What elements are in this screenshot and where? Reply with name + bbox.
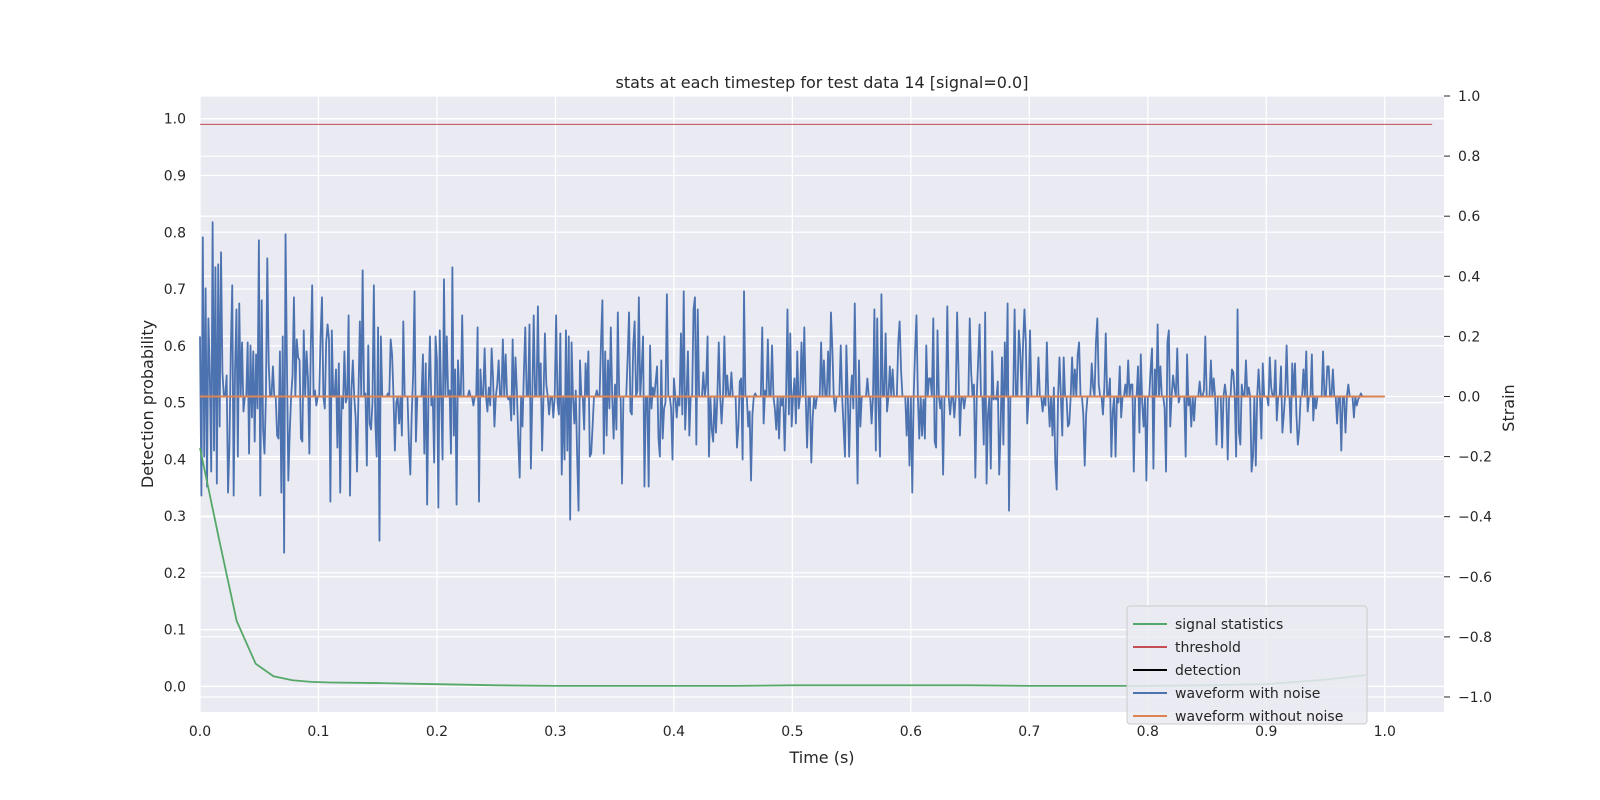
legend-entry: threshold	[1175, 640, 1241, 656]
x-tick-label: 0.7	[1018, 724, 1040, 740]
y-left-tick-label: 0.5	[164, 396, 186, 412]
y-left-tick-label: 0.9	[164, 168, 186, 184]
x-tick-label: 0.6	[900, 724, 922, 740]
x-tick-label: 1.0	[1374, 724, 1396, 740]
legend: signal statistics threshold detection wavef…	[1126, 605, 1368, 725]
y-right-tick-label: 0.0	[1458, 389, 1480, 405]
y-left-tick-label: 0.8	[164, 225, 186, 241]
y-right-tick-label: −0.6	[1458, 570, 1492, 586]
y-left-tick-label: 0.0	[164, 679, 186, 695]
y-left-tick-label: 0.6	[164, 339, 186, 355]
x-tick-label: 0.1	[307, 724, 329, 740]
x-tick-label: 0.0	[189, 724, 211, 740]
y-right-tick-label: −0.4	[1458, 510, 1492, 526]
y-left-tick-label: 1.0	[164, 112, 186, 128]
x-tick-label: 0.5	[781, 724, 803, 740]
legend-entry: waveform with noise	[1175, 686, 1320, 702]
series-line-waveform-with-noise	[199, 221, 1385, 554]
x-axis-label: Time (s)	[788, 748, 854, 767]
legend-entry: detection	[1175, 663, 1241, 679]
y-right-tick-label: −0.2	[1458, 450, 1492, 466]
chart-title: stats at each timestep for test data 14 …	[616, 73, 1029, 92]
y-left-tick-label: 0.3	[164, 509, 186, 525]
y-axis-right-label: Strain	[1499, 384, 1518, 431]
y-right-tick-label: 0.2	[1458, 329, 1480, 345]
x-tick-label: 0.2	[426, 724, 448, 740]
y-right-tick-label: 0.8	[1458, 149, 1480, 165]
x-tick-label: 0.4	[663, 724, 685, 740]
x-tick-label: 0.9	[1255, 724, 1277, 740]
y-right-tick-label: −0.8	[1458, 630, 1492, 646]
y-left-tick-label: 0.2	[164, 566, 186, 582]
x-tick-label: 0.8	[1137, 724, 1159, 740]
y-axis-left: 0.0 0.1 0.2 0.3 0.4 0.5 0.6 0.7 0.8 0.9 1.0	[164, 112, 186, 696]
x-tick-label: 0.3	[544, 724, 566, 740]
x-axis: 0.0 0.1 0.2 0.3 0.4 0.5 0.6 0.7 0.8 0.9 1.0	[189, 724, 1396, 740]
y-axis-right: −1.0 −0.8 −0.6 −0.4 −0.2 0.0 0.2 0.4 0.6 0.8 1.0	[1444, 89, 1492, 706]
legend-entry: signal statistics	[1175, 617, 1283, 633]
y-right-tick-label: 0.4	[1458, 269, 1480, 285]
legend-entry: waveform without noise	[1175, 709, 1343, 725]
y-axis-left-label: Detection probability	[138, 320, 157, 488]
legend-box	[1126, 605, 1368, 725]
y-left-tick-label: 0.4	[164, 452, 186, 468]
y-left-tick-label: 0.7	[164, 282, 186, 298]
y-right-tick-label: 1.0	[1458, 89, 1480, 105]
y-right-tick-label: 0.6	[1458, 209, 1480, 225]
y-right-tick-label: −1.0	[1458, 690, 1492, 706]
y-left-tick-label: 0.1	[164, 623, 186, 639]
